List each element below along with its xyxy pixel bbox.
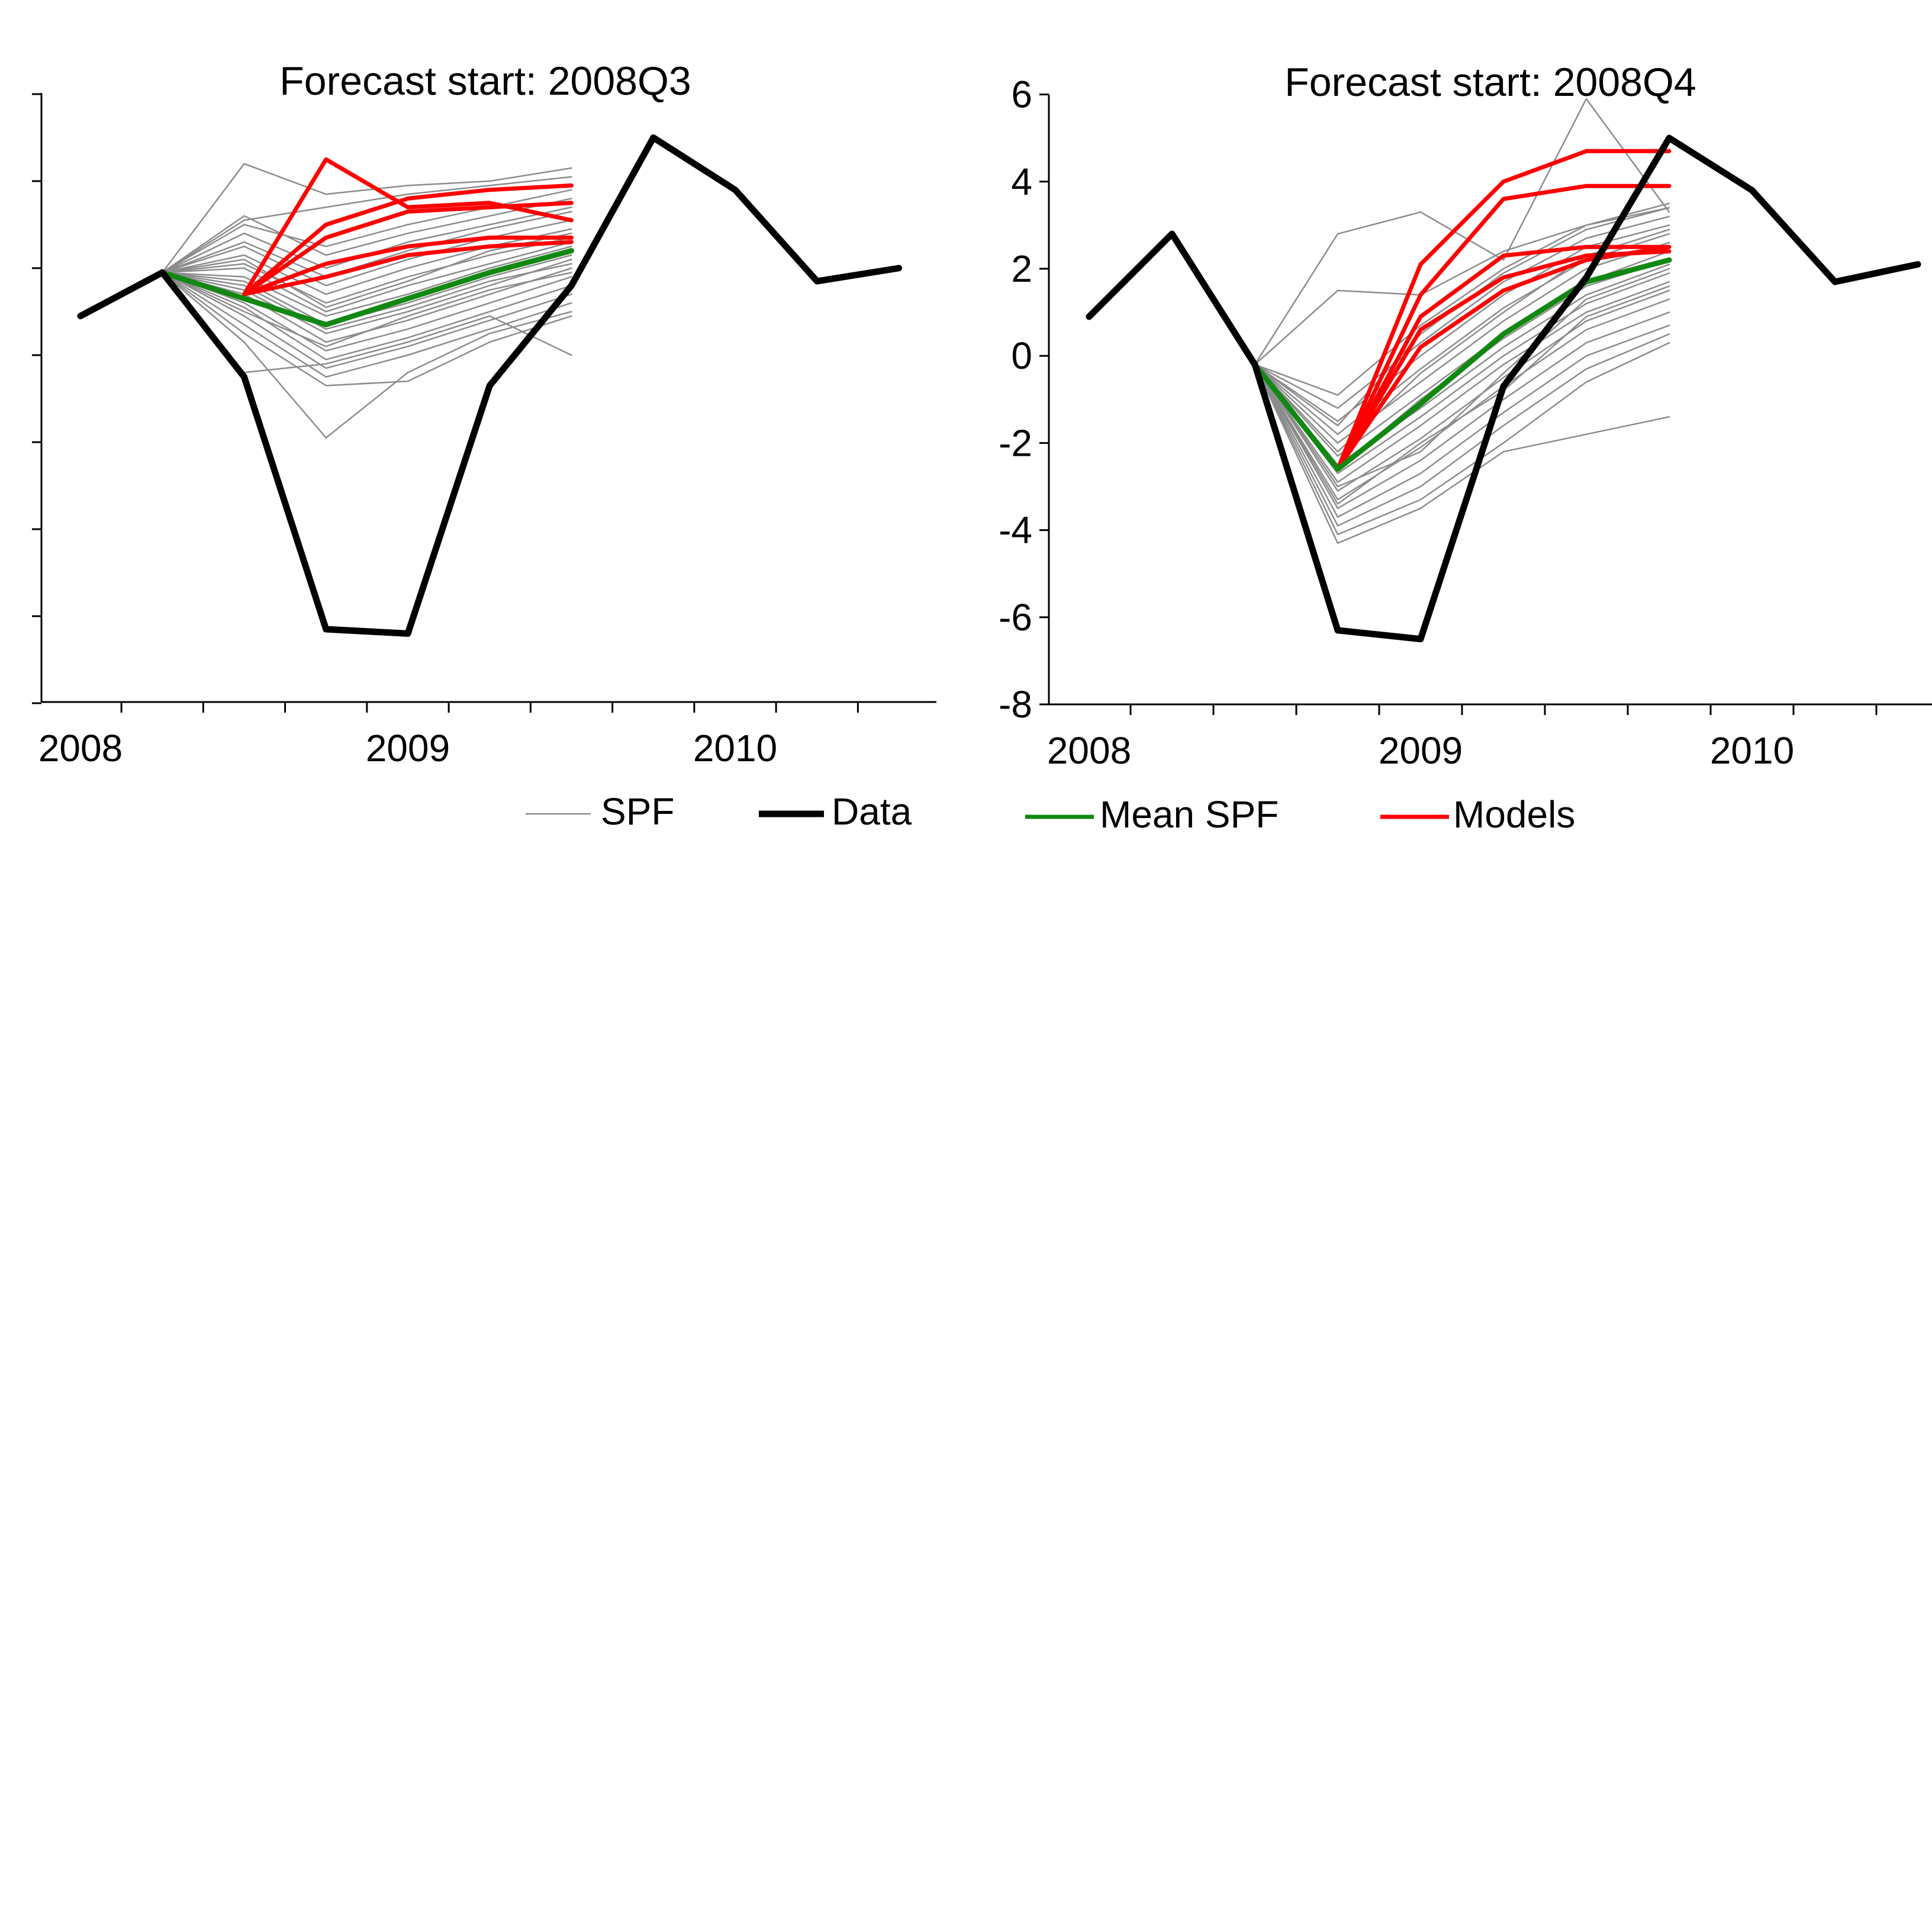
series-line-spf-left-12 <box>162 228 572 295</box>
series-line-spf-left-21 <box>162 272 572 369</box>
series-line-spf-right-12 <box>1254 233 1670 435</box>
series-line-spf-right-18 <box>1254 289 1670 492</box>
series-line-model-right-6 <box>1335 244 1672 472</box>
y-tick-label-right: 6 <box>1011 73 1032 116</box>
series-line-spf-left-11 <box>162 219 572 286</box>
x-tick-label-right: 2010 <box>1710 729 1794 772</box>
series-line-spf-left-22 <box>162 272 572 378</box>
series-line-spf-right-10 <box>1254 215 1670 409</box>
series-line-spf-right-20 <box>1254 311 1670 510</box>
legend-label-data: Data <box>832 790 912 833</box>
x-tick-label-right: 2008 <box>1047 729 1131 772</box>
legend-item-data: Data <box>759 790 912 833</box>
series-line-data-right-0 <box>1086 134 1921 643</box>
axes-right: 6 4 2 0 -2 -4 -6 -8 2008 2009 2010 <box>999 73 1932 772</box>
series-line-spf-right-28 <box>1254 285 1670 505</box>
series-line-spf-left-24 <box>162 272 572 439</box>
x-tick-label-left: 2008 <box>38 727 123 769</box>
legend-item-mean-spf: Mean SPF <box>1025 793 1279 836</box>
series-line-spf-left-19 <box>162 272 572 352</box>
x-tick-label-left: 2010 <box>693 727 777 769</box>
legend-label-models: Models <box>1453 793 1575 836</box>
y-tick-label-right: -4 <box>999 509 1032 552</box>
legend-item-spf: SPF <box>526 790 674 833</box>
series-line-model-right-4 <box>1335 244 1672 472</box>
series-line-model-left-3 <box>242 183 574 297</box>
series-line-spf-left-7 <box>162 163 572 273</box>
series-line-spf-right-14 <box>1254 250 1670 457</box>
series-line-spf-left-13 <box>162 237 572 304</box>
series-line-spf-left-20 <box>162 272 572 360</box>
y-tick-label-right: 0 <box>1011 334 1032 377</box>
series-line-spf-right-23 <box>1254 342 1670 536</box>
series-line-mean-left-1 <box>159 248 574 327</box>
x-tick-label-left: 2009 <box>366 727 450 769</box>
y-tick-label-right: -2 <box>999 421 1032 464</box>
y-tick-label-right: -6 <box>999 596 1032 639</box>
series-line-spf-left-17 <box>162 259 572 334</box>
chart-title-left: Forecast start: 2008Q3 <box>279 59 691 104</box>
legend: SPF Data Mean SPF Models <box>526 790 1575 836</box>
x-tick-label-right: 2009 <box>1379 729 1463 772</box>
series-line-data-left-0 <box>77 134 902 637</box>
series-line-spf-right-21 <box>1254 324 1670 518</box>
series-line-spf-left-9 <box>162 198 572 273</box>
series-line-spf-left-27 <box>162 263 572 330</box>
series-line-spf-right-13 <box>1254 242 1670 444</box>
plot-area-left <box>77 134 902 637</box>
series-line-model-left-5 <box>242 236 574 297</box>
chart-title-right: Forecast start: 2008Q4 <box>1284 60 1696 105</box>
series-line-model-right-2 <box>1335 149 1672 472</box>
legend-label-mean-spf: Mean SPF <box>1100 793 1279 836</box>
series-line-spf-right-11 <box>1254 224 1670 422</box>
series-line-spf-right-22 <box>1254 333 1670 527</box>
axes-left: 2008 2009 2010 <box>32 93 936 769</box>
chart-panel-right: Forecast start: 2008Q4 6 4 2 0 -2 -4 -6 -8 2008 2… <box>999 60 1932 772</box>
y-tick-label-right: -8 <box>999 683 1032 726</box>
series-line-spf-right-17 <box>1254 281 1670 483</box>
series-line-model-left-2 <box>242 157 574 297</box>
series-line-spf-right-24 <box>1254 363 1670 544</box>
y-tick-label-right: 4 <box>1011 160 1032 203</box>
series-line-spf-right-7 <box>1254 98 1670 366</box>
series-line-spf-left-28 <box>162 232 572 308</box>
chart-panel-left: Forecast start: 2008Q3 2008 2009 2010 <box>32 59 936 769</box>
series-line-spf-left-23 <box>162 272 572 387</box>
legend-label-spf: SPF <box>601 790 674 833</box>
series-line-spf-left-26 <box>162 272 572 347</box>
y-tick-label-right: 2 <box>1011 247 1032 290</box>
plot-area-right <box>1086 98 1921 643</box>
series-line-spf-right-25 <box>1254 268 1670 488</box>
legend-item-models: Models <box>1380 793 1575 836</box>
series-line-spf-right-9 <box>1254 202 1670 396</box>
series-line-spf-left-14 <box>162 241 572 313</box>
series-line-mean-right-1 <box>1252 257 1672 472</box>
series-line-spf-left-8 <box>162 176 572 273</box>
series-line-model-left-4 <box>242 201 574 297</box>
series-line-spf-left-15 <box>162 246 572 317</box>
series-line-model-left-6 <box>242 240 574 297</box>
series-line-spf-left-29 <box>162 211 572 278</box>
series-line-model-right-3 <box>1335 183 1672 472</box>
